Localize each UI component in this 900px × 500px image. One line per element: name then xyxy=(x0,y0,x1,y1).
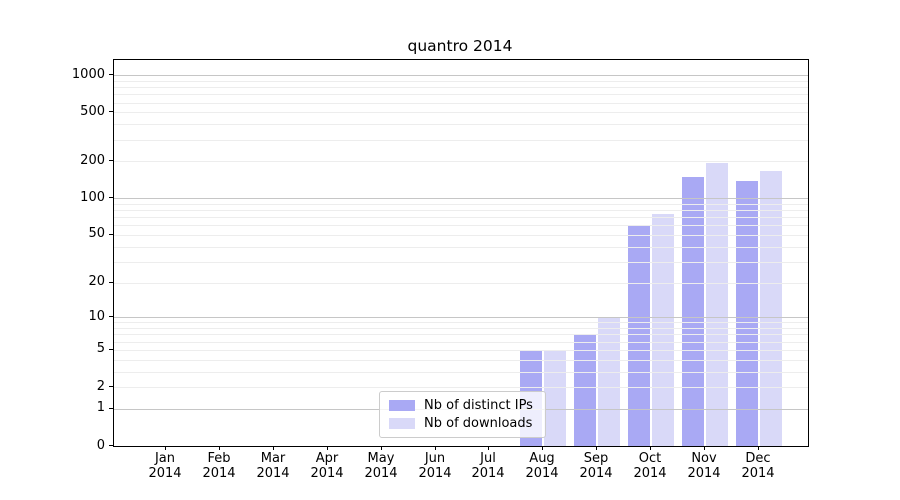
minor-gridline xyxy=(114,350,808,351)
x-tick-label: Jul 2014 xyxy=(471,451,505,481)
y-tick xyxy=(109,386,113,387)
bar-nb-of-downloads-aug xyxy=(544,349,567,446)
x-tick-label: Mar 2014 xyxy=(256,451,290,481)
x-tick-label: May 2014 xyxy=(364,451,398,481)
y-tick-label: 500 xyxy=(80,104,105,119)
minor-gridline xyxy=(114,360,808,361)
x-tick-label: Dec 2014 xyxy=(741,451,775,481)
x-tick xyxy=(704,446,705,450)
y-tick xyxy=(109,234,113,235)
minor-gridline xyxy=(114,87,808,88)
y-tick xyxy=(109,349,113,350)
x-tick xyxy=(488,446,489,450)
chart-title: quantro 2014 xyxy=(407,37,513,55)
y-tick-label: 0 xyxy=(96,438,105,453)
x-tick-label: Jan 2014 xyxy=(148,451,182,481)
major-gridline xyxy=(114,317,808,318)
plot-area: Nb of distinct IPs Nb of downloads xyxy=(113,59,809,447)
minor-gridline xyxy=(114,103,808,104)
y-tick-label: 100 xyxy=(80,190,105,205)
x-tick xyxy=(542,446,543,450)
y-tick-label: 5 xyxy=(96,341,105,356)
y-tick-label: 1 xyxy=(96,400,105,415)
y-tick xyxy=(109,197,113,198)
bar-nb-of-distinct-ips-sep xyxy=(574,334,597,446)
y-tick-label: 50 xyxy=(88,226,105,241)
x-tick xyxy=(650,446,651,450)
y-tick xyxy=(109,316,113,317)
minor-gridline xyxy=(114,328,808,329)
minor-gridline xyxy=(114,124,808,125)
y-tick-label: 1000 xyxy=(71,67,105,82)
y-tick xyxy=(109,74,113,75)
x-tick xyxy=(758,446,759,450)
minor-gridline xyxy=(114,161,808,162)
x-tick-label: Feb 2014 xyxy=(202,451,236,481)
minor-gridline xyxy=(114,94,808,95)
minor-gridline xyxy=(114,140,808,141)
x-tick xyxy=(435,446,436,450)
y-tick-label: 2 xyxy=(96,379,105,394)
x-tick xyxy=(273,446,274,450)
y-tick xyxy=(109,282,113,283)
legend-swatch-distinct-ips xyxy=(389,400,415,411)
bar-nb-of-downloads-dec xyxy=(760,171,782,446)
y-tick xyxy=(109,111,113,112)
legend-item-downloads: Nb of downloads xyxy=(389,416,536,431)
minor-gridline xyxy=(114,112,808,113)
bar-nb-of-downloads-nov xyxy=(706,162,729,446)
y-tick xyxy=(109,445,113,446)
legend-label-downloads: Nb of downloads xyxy=(424,416,533,431)
x-tick-label: Aug 2014 xyxy=(525,451,559,481)
x-tick-label: Nov 2014 xyxy=(687,451,721,481)
legend-label-distinct-ips: Nb of distinct IPs xyxy=(424,398,533,413)
y-tick xyxy=(109,160,113,161)
x-tick xyxy=(219,446,220,450)
y-tick-label: 20 xyxy=(88,274,105,289)
x-tick-label: Oct 2014 xyxy=(633,451,667,481)
y-tick-label: 200 xyxy=(80,153,105,168)
x-tick xyxy=(596,446,597,450)
grid-layer xyxy=(114,60,808,446)
minor-gridline xyxy=(114,247,808,248)
legend-item-distinct-ips: Nb of distinct IPs xyxy=(389,398,536,413)
legend-swatch-downloads xyxy=(389,418,415,429)
x-tick xyxy=(327,446,328,450)
x-tick-label: Apr 2014 xyxy=(310,451,344,481)
minor-gridline xyxy=(114,334,808,335)
minor-gridline xyxy=(114,262,808,263)
minor-gridline xyxy=(114,204,808,205)
y-tick xyxy=(109,408,113,409)
x-tick-label: Sep 2014 xyxy=(579,451,613,481)
minor-gridline xyxy=(114,283,808,284)
bar-nb-of-downloads-sep xyxy=(598,317,621,446)
minor-gridline xyxy=(114,217,808,218)
y-tick-label: 10 xyxy=(88,309,105,324)
legend: Nb of distinct IPs Nb of downloads xyxy=(379,391,546,438)
minor-gridline xyxy=(114,81,808,82)
minor-gridline xyxy=(114,235,808,236)
major-gridline xyxy=(114,198,808,199)
minor-gridline xyxy=(114,225,808,226)
x-tick xyxy=(165,446,166,450)
x-tick-label: Jun 2014 xyxy=(418,451,452,481)
minor-gridline xyxy=(114,342,808,343)
x-tick xyxy=(381,446,382,450)
bar-nb-of-distinct-ips-nov xyxy=(682,176,705,446)
minor-gridline xyxy=(114,210,808,211)
minor-gridline xyxy=(114,372,808,373)
major-gridline xyxy=(114,75,808,76)
minor-gridline xyxy=(114,387,808,388)
minor-gridline xyxy=(114,322,808,323)
bar-nb-of-distinct-ips-oct xyxy=(628,225,651,446)
